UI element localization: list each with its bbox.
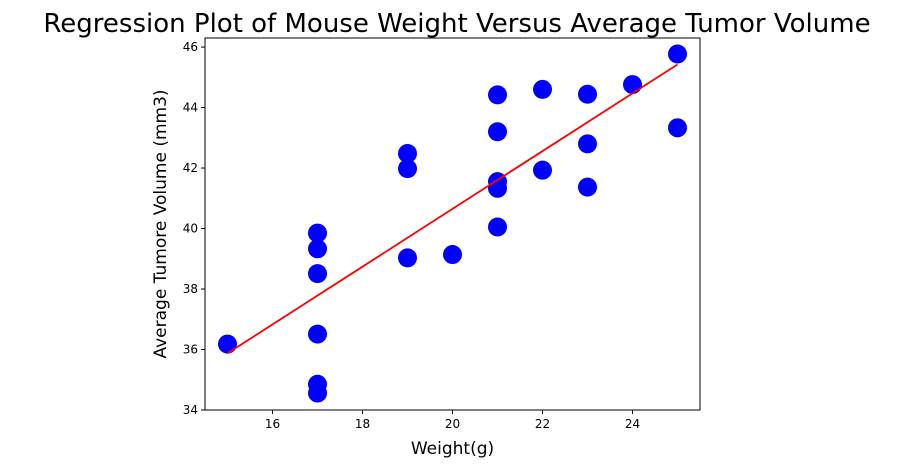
data-point: [623, 75, 642, 95]
y-tick-label: 42: [183, 161, 198, 175]
data-point: [308, 374, 327, 394]
y-tick-label: 36: [183, 343, 198, 357]
regression-line: [227, 63, 678, 355]
data-point: [398, 248, 417, 268]
data-point: [533, 160, 552, 180]
data-point: [668, 118, 687, 138]
data-point: [308, 264, 327, 284]
data-point: [668, 44, 687, 64]
x-tick-label: 20: [445, 417, 460, 431]
data-point: [398, 144, 417, 164]
y-tick-label: 38: [183, 282, 198, 296]
chart-title: Regression Plot of Mouse Weight Versus A…: [43, 9, 870, 39]
y-tick-label: 44: [183, 101, 198, 115]
x-tick-label: 16: [265, 417, 280, 431]
axis-ticks: 16 18 20 22 24 34 36 38 40 42 44 46: [183, 40, 640, 431]
data-point: [488, 217, 507, 237]
x-tick-label: 22: [535, 417, 550, 431]
data-point: [398, 159, 417, 179]
data-point: [533, 79, 552, 99]
plot-area: [218, 44, 687, 403]
data-point: [488, 122, 507, 142]
data-point: [308, 239, 327, 259]
data-point: [488, 85, 507, 105]
data-point: [578, 84, 597, 104]
data-point: [578, 134, 597, 154]
x-tick-label: 24: [625, 417, 640, 431]
data-point: [443, 245, 462, 265]
data-point: [218, 334, 237, 354]
y-tick-label: 46: [183, 40, 198, 54]
y-tick-label: 34: [183, 403, 198, 417]
y-axis-label: Average Tumore Volume (mm3): [151, 89, 171, 358]
x-tick-label: 18: [355, 417, 370, 431]
axes-frame: [204, 37, 701, 411]
data-point: [578, 177, 597, 197]
x-axis-label: Weight(g): [411, 439, 494, 459]
data-point: [308, 324, 327, 344]
data-point: [308, 223, 327, 243]
y-tick-label: 40: [183, 222, 198, 236]
